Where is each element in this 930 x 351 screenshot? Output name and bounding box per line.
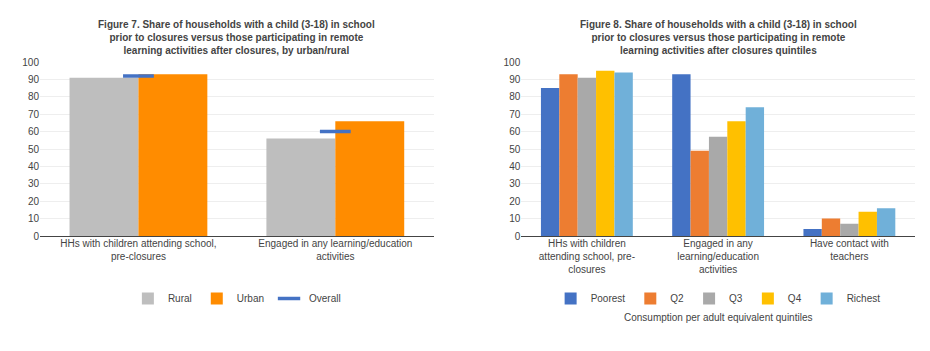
svg-text:40: 40 — [28, 161, 40, 172]
svg-text:Q4: Q4 — [788, 293, 802, 304]
svg-text:50: 50 — [509, 144, 521, 155]
svg-text:60: 60 — [28, 126, 40, 137]
svg-text:70: 70 — [509, 109, 521, 120]
svg-text:Rural: Rural — [168, 293, 192, 304]
svg-text:Engaged in anylearning/educati: Engaged in anylearning/educationactiviti… — [677, 238, 759, 275]
svg-text:40: 40 — [509, 161, 521, 172]
svg-text:Q2: Q2 — [670, 293, 684, 304]
svg-text:80: 80 — [509, 91, 521, 102]
svg-text:100: 100 — [504, 57, 521, 68]
svg-text:Engaged in any learning/educat: Engaged in any learning/educationactivit… — [258, 238, 412, 262]
svg-text:Figure 7. Share of households: Figure 7. Share of households with a chi… — [98, 19, 375, 56]
svg-text:80: 80 — [28, 91, 40, 102]
svg-text:100: 100 — [22, 57, 39, 68]
svg-text:Richest: Richest — [847, 293, 881, 304]
svg-text:HHs with children attending sc: HHs with children attending school,pre-c… — [60, 238, 216, 262]
svg-text:70: 70 — [28, 109, 40, 120]
svg-text:20: 20 — [28, 196, 40, 207]
svg-text:Overall: Overall — [309, 293, 341, 304]
svg-text:HHs with childrenattending sch: HHs with childrenattending school, pre-c… — [539, 238, 635, 275]
svg-text:0: 0 — [33, 231, 39, 242]
svg-text:50: 50 — [28, 144, 40, 155]
svg-text:90: 90 — [28, 74, 40, 85]
svg-text:Consumption per adult equivale: Consumption per adult equivalent quintil… — [624, 312, 812, 323]
svg-text:10: 10 — [28, 213, 40, 224]
svg-text:60: 60 — [509, 126, 521, 137]
svg-text:Have contact withteachers: Have contact withteachers — [810, 238, 889, 262]
svg-text:Poorest: Poorest — [591, 293, 626, 304]
svg-text:30: 30 — [28, 178, 40, 189]
svg-text:Q3: Q3 — [729, 293, 743, 304]
svg-text:Urban: Urban — [237, 293, 264, 304]
svg-text:20: 20 — [509, 196, 521, 207]
svg-text:90: 90 — [509, 74, 521, 85]
svg-text:0: 0 — [515, 231, 521, 242]
svg-text:10: 10 — [509, 213, 521, 224]
svg-text:Figure 8. Share of households: Figure 8. Share of households with a chi… — [580, 19, 857, 56]
svg-text:30: 30 — [509, 178, 521, 189]
